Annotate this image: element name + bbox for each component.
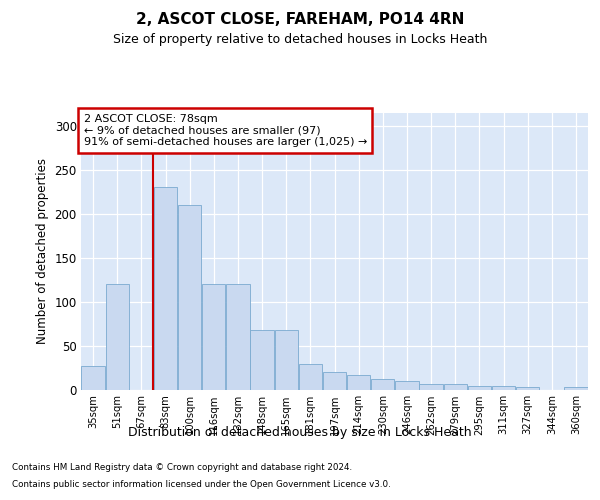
Bar: [275, 330, 298, 390]
Bar: [154, 188, 177, 390]
Bar: [564, 388, 587, 390]
Bar: [395, 381, 419, 390]
Text: 2 ASCOT CLOSE: 78sqm
← 9% of detached houses are smaller (97)
91% of semi-detach: 2 ASCOT CLOSE: 78sqm ← 9% of detached ho…: [83, 114, 367, 147]
Bar: [178, 205, 202, 390]
Bar: [492, 386, 515, 390]
Bar: [443, 384, 467, 390]
Bar: [516, 388, 539, 390]
Bar: [299, 364, 322, 390]
Bar: [371, 378, 394, 390]
Text: 2, ASCOT CLOSE, FAREHAM, PO14 4RN: 2, ASCOT CLOSE, FAREHAM, PO14 4RN: [136, 12, 464, 28]
Bar: [323, 372, 346, 390]
Y-axis label: Number of detached properties: Number of detached properties: [36, 158, 49, 344]
Bar: [250, 330, 274, 390]
Text: Size of property relative to detached houses in Locks Heath: Size of property relative to detached ho…: [113, 32, 487, 46]
Text: Distribution of detached houses by size in Locks Heath: Distribution of detached houses by size …: [128, 426, 472, 439]
Text: Contains HM Land Registry data © Crown copyright and database right 2024.: Contains HM Land Registry data © Crown c…: [12, 462, 352, 471]
Text: Contains public sector information licensed under the Open Government Licence v3: Contains public sector information licen…: [12, 480, 391, 489]
Bar: [347, 375, 370, 390]
Bar: [467, 386, 491, 390]
Bar: [82, 366, 105, 390]
Bar: [202, 284, 226, 390]
Bar: [106, 284, 129, 390]
Bar: [419, 384, 443, 390]
Bar: [226, 284, 250, 390]
